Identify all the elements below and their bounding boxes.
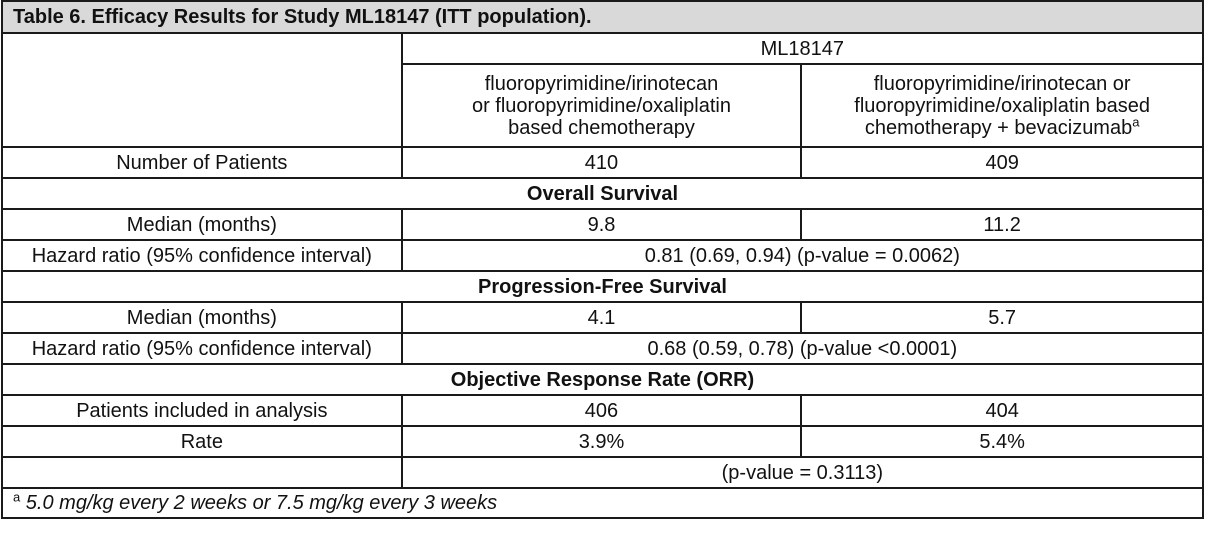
arm-header-chemo-bevacizumab: fluoropyrimidine/irinotecan or fluoropyr… xyxy=(800,63,1204,148)
row-label: Median (months) xyxy=(1,208,403,241)
cell-arm2: 11.2 xyxy=(800,208,1204,241)
cell-arm2: 404 xyxy=(800,394,1204,427)
footnote: a 5.0 mg/kg every 2 weeks or 7.5 mg/kg e… xyxy=(1,487,1204,519)
row-label: Number of Patients xyxy=(1,146,403,179)
efficacy-table: Table 6. Efficacy Results for Study ML18… xyxy=(1,0,1205,519)
study-header: ML18147 xyxy=(400,32,1205,65)
cell-merged: 0.68 (0.59, 0.78) (p-value <0.0001) xyxy=(400,332,1205,365)
row-label: Rate xyxy=(1,425,403,458)
cell-merged: 0.81 (0.69, 0.94) (p-value = 0.0062) xyxy=(400,239,1205,272)
cell-arm1: 406 xyxy=(400,394,803,427)
arm2-line2: fluoropyrimidine/oxaliplatin based xyxy=(854,94,1151,117)
table-row: Rate 3.9% 5.4% xyxy=(1,425,1204,458)
arm1-line3: based chemotherapy xyxy=(508,116,695,139)
table-row: Number of Patients 410 409 xyxy=(1,146,1204,179)
row-label: Hazard ratio (95% confidence interval) xyxy=(1,239,403,272)
table-row: Hazard ratio (95% confidence interval) 0… xyxy=(1,239,1205,272)
cell-arm1: 410 xyxy=(400,146,803,179)
row-label: Hazard ratio (95% confidence interval) xyxy=(1,332,403,365)
section-heading-overall-survival: Overall Survival xyxy=(1,177,1204,210)
table-row: Median (months) 4.1 5.7 xyxy=(1,301,1204,334)
arm1-line1: fluoropyrimidine/irinotecan xyxy=(484,72,719,95)
cell-arm2: 409 xyxy=(800,146,1204,179)
table-row: Median (months) 9.8 11.2 xyxy=(1,208,1204,241)
table-caption: Table 6. Efficacy Results for Study ML18… xyxy=(1,0,1204,34)
arm-header-chemo: fluoropyrimidine/irinotecan or fluoropyr… xyxy=(400,63,803,148)
cell-arm2: 5.7 xyxy=(800,301,1204,334)
arm1-line2: or fluoropyrimidine/oxaliplatin xyxy=(471,94,731,117)
empty-header-cell xyxy=(1,32,403,148)
row-label: Median (months) xyxy=(1,301,403,334)
row-label: Patients included in analysis xyxy=(1,394,403,427)
section-heading-orr: Objective Response Rate (ORR) xyxy=(1,363,1204,396)
arm2-footnote-mark: a xyxy=(1132,113,1140,129)
cell-merged: (p-value = 0.3113) xyxy=(400,456,1205,489)
cell-arm1: 3.9% xyxy=(400,425,803,458)
footnote-text: 5.0 mg/kg every 2 weeks or 7.5 mg/kg eve… xyxy=(25,492,498,514)
footnote-mark: a xyxy=(13,489,21,505)
table-row: Hazard ratio (95% confidence interval) 0… xyxy=(1,332,1205,365)
table-row: (p-value = 0.3113) xyxy=(1,456,1205,489)
row-label-empty xyxy=(1,456,403,489)
cell-arm2: 5.4% xyxy=(800,425,1204,458)
arm2-line3: chemotherapy + bevacizumab xyxy=(864,116,1133,139)
cell-arm1: 9.8 xyxy=(400,208,803,241)
table-row: Patients included in analysis 406 404 xyxy=(1,394,1204,427)
section-heading-pfs: Progression-Free Survival xyxy=(1,270,1204,303)
cell-arm1: 4.1 xyxy=(400,301,803,334)
arm2-line1: fluoropyrimidine/irinotecan or xyxy=(873,72,1131,95)
